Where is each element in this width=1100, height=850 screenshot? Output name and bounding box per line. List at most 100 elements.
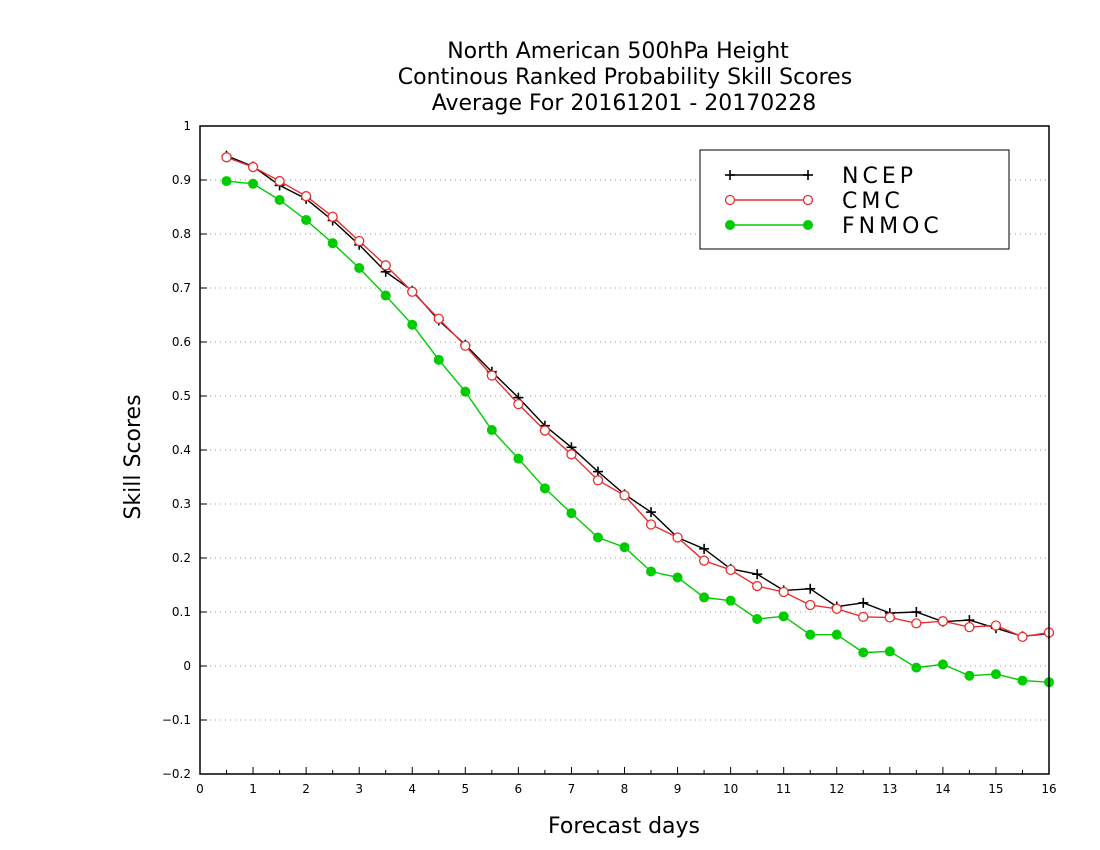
point-cmc bbox=[911, 618, 922, 629]
legend-marker-ncep bbox=[725, 170, 735, 180]
x-tick-label: 1 bbox=[249, 782, 257, 796]
series-cmc bbox=[221, 152, 1055, 642]
point-fnmoc bbox=[1017, 675, 1028, 686]
y-tick-label: 0.3 bbox=[172, 497, 191, 511]
point-fnmoc bbox=[248, 178, 259, 189]
legend-label-ncep: NCEP bbox=[842, 164, 917, 189]
point-ncep bbox=[592, 466, 603, 477]
point-cmc bbox=[858, 611, 869, 623]
point-cmc bbox=[460, 340, 471, 351]
point-ncep bbox=[699, 543, 710, 554]
point-fnmoc bbox=[274, 194, 285, 205]
y-tick-label: 0.4 bbox=[172, 443, 191, 457]
point-cmc bbox=[831, 603, 842, 614]
point-cmc bbox=[539, 425, 551, 436]
x-tick-label: 2 bbox=[302, 782, 310, 796]
y-tick-label: 1 bbox=[183, 119, 191, 133]
series-line-fnmoc bbox=[226, 180, 1050, 683]
legend-marker-fnmoc bbox=[803, 220, 813, 230]
point-cmc bbox=[645, 519, 657, 530]
y-tick-label: 0.2 bbox=[172, 551, 191, 565]
x-axis-ticks: 0 1 2 3 4 5 6 7 8 9 10 11 12 13 14 15 16 bbox=[196, 767, 1057, 796]
point-fnmoc bbox=[990, 669, 1001, 680]
x-tick-label: 6 bbox=[515, 782, 523, 796]
x-tick-label: 7 bbox=[568, 782, 576, 796]
point-fnmoc bbox=[778, 611, 789, 622]
point-fnmoc bbox=[566, 508, 577, 519]
point-cmc bbox=[380, 260, 391, 271]
y-axis-title: Skill Scores bbox=[121, 394, 146, 519]
point-fnmoc bbox=[433, 354, 444, 365]
x-tick-label: 3 bbox=[355, 782, 363, 796]
gridlines bbox=[200, 179, 1049, 721]
legend-entry-cmc: CMC bbox=[724, 189, 904, 214]
point-cmc bbox=[990, 620, 1002, 631]
point-cmc bbox=[619, 490, 630, 501]
x-tick-label: 9 bbox=[674, 782, 682, 796]
x-tick-label: 12 bbox=[829, 782, 844, 796]
y-tick-label: 0.6 bbox=[172, 335, 191, 349]
point-cmc bbox=[513, 398, 524, 410]
point-fnmoc bbox=[354, 263, 365, 274]
point-cmc bbox=[300, 191, 312, 202]
legend-marker-fnmoc bbox=[725, 220, 735, 230]
legend-marker-cmc bbox=[802, 194, 814, 206]
point-cmc bbox=[698, 555, 710, 566]
x-axis-title: Forecast days bbox=[548, 814, 700, 839]
point-cmc bbox=[486, 370, 497, 381]
point-fnmoc bbox=[301, 214, 312, 225]
point-cmc bbox=[221, 152, 232, 163]
point-ncep bbox=[858, 597, 869, 608]
y-tick-label: 0.7 bbox=[172, 281, 191, 295]
legend-entry-fnmoc: FNMOC bbox=[725, 214, 943, 239]
point-fnmoc bbox=[539, 483, 550, 494]
point-cmc bbox=[327, 211, 338, 222]
point-cmc bbox=[247, 161, 259, 173]
point-cmc bbox=[937, 616, 949, 627]
point-cmc bbox=[964, 621, 975, 633]
legend-marker-ncep bbox=[803, 170, 813, 180]
point-cmc bbox=[884, 612, 895, 623]
point-cmc bbox=[566, 449, 577, 460]
point-fnmoc bbox=[937, 659, 948, 670]
point-fnmoc bbox=[699, 592, 710, 603]
legend-marker-cmc bbox=[724, 194, 736, 206]
point-cmc bbox=[407, 286, 418, 297]
point-fnmoc bbox=[884, 646, 895, 657]
point-ncep bbox=[646, 507, 657, 518]
legend-label-cmc: CMC bbox=[842, 189, 904, 214]
point-cmc bbox=[354, 235, 365, 247]
point-fnmoc bbox=[327, 238, 338, 249]
legend-label-fnmoc: FNMOC bbox=[842, 214, 943, 239]
point-fnmoc bbox=[460, 386, 471, 397]
point-fnmoc bbox=[619, 542, 630, 553]
title-line-1: North American 500hPa Height bbox=[447, 39, 789, 64]
point-cmc bbox=[433, 313, 444, 324]
point-fnmoc bbox=[592, 532, 603, 543]
point-cmc bbox=[752, 580, 763, 592]
point-cmc bbox=[725, 564, 736, 576]
y-tick-label: 0.8 bbox=[172, 227, 191, 241]
point-fnmoc bbox=[805, 629, 816, 640]
x-tick-label: 8 bbox=[621, 782, 629, 796]
point-cmc bbox=[805, 599, 816, 611]
point-fnmoc bbox=[911, 662, 922, 673]
x-tick-label: 14 bbox=[935, 782, 950, 796]
x-tick-label: 13 bbox=[882, 782, 897, 796]
point-fnmoc bbox=[752, 614, 763, 625]
point-ncep bbox=[911, 607, 922, 617]
point-fnmoc bbox=[513, 453, 524, 464]
point-fnmoc bbox=[646, 566, 657, 577]
point-fnmoc bbox=[672, 572, 683, 583]
title-line-2: Continous Ranked Probability Skill Score… bbox=[398, 65, 852, 90]
point-cmc bbox=[592, 475, 604, 486]
point-fnmoc bbox=[380, 290, 391, 301]
point-fnmoc bbox=[858, 647, 869, 658]
legend-entry-ncep: NCEP bbox=[725, 164, 917, 189]
point-fnmoc bbox=[407, 319, 418, 330]
y-axis-ticks: −0.2 −0.1 0 0.1 0.2 0.3 0.4 0.5 0.6 0.7 0.8 0.9 1 bbox=[162, 119, 207, 781]
point-ncep bbox=[805, 583, 816, 594]
